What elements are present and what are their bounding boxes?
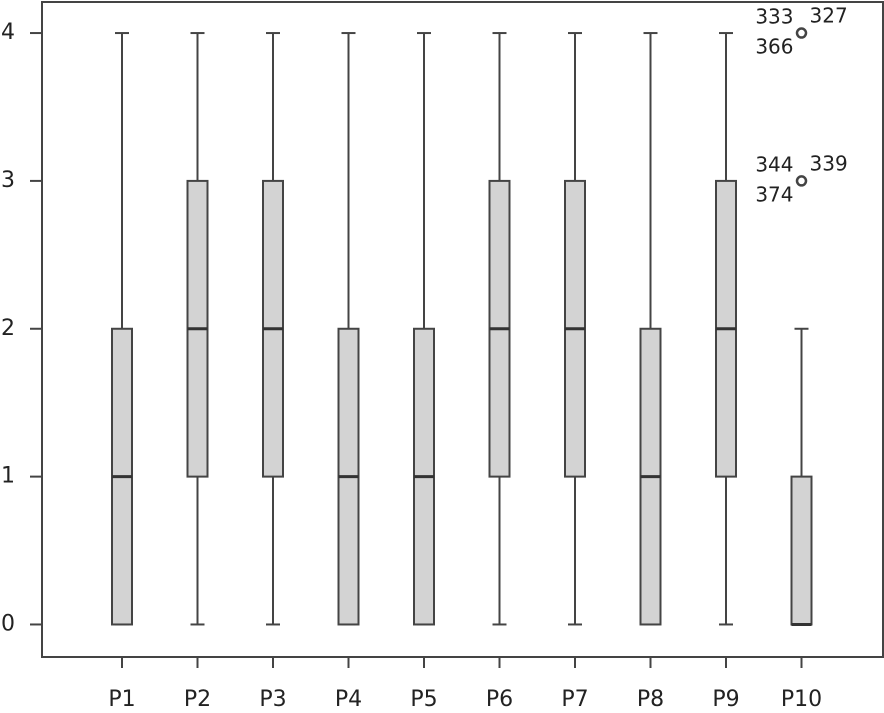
y-tick-label: 4: [1, 20, 15, 45]
outlier: [795, 175, 808, 187]
x-tick-label: P3: [259, 687, 286, 712]
y-tick-label: 2: [1, 316, 15, 341]
y-tick-label: 0: [1, 611, 15, 636]
outlier-label: 339: [810, 151, 848, 175]
x-tick-label: P2: [184, 687, 211, 712]
x-tick-label: P5: [410, 687, 437, 712]
x-tick-label: P6: [486, 687, 513, 712]
x-tick-label: P1: [108, 687, 135, 712]
outlier-label: 344: [755, 152, 793, 176]
plot-frame: [41, 1, 884, 658]
outlier-label: 327: [810, 4, 848, 28]
x-tick-label: P9: [712, 687, 739, 712]
outlier-label: 374: [755, 182, 793, 206]
x-tick-label: P7: [561, 687, 588, 712]
outlier-label: 333: [755, 5, 793, 29]
y-tick-label: 1: [1, 464, 15, 489]
outlier: [795, 27, 808, 39]
outlier-label: 366: [755, 35, 793, 59]
y-tick-label: 3: [1, 168, 15, 193]
x-tick-label: P10: [781, 687, 822, 712]
box: [790, 475, 813, 626]
x-tick-label: P8: [637, 687, 664, 712]
x-tick-label: P4: [335, 687, 362, 712]
